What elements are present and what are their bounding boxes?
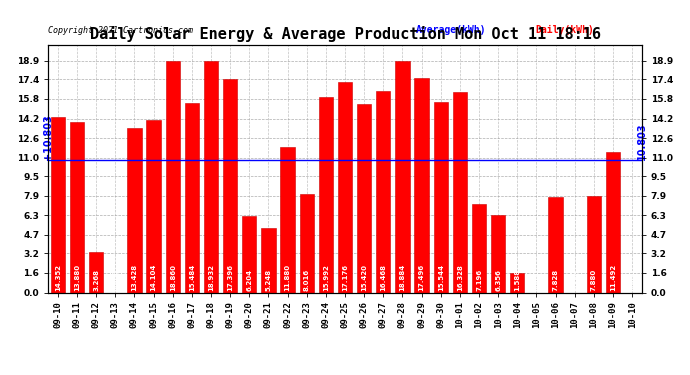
Bar [472,204,486,292]
Text: 18.860: 18.860 [170,264,176,291]
Bar [70,122,84,292]
Bar [606,152,620,292]
Text: 0.000: 0.000 [629,269,635,291]
Bar [299,194,314,292]
Bar [166,62,180,292]
Text: 1.588: 1.588 [514,269,520,291]
Text: 6.204: 6.204 [246,269,253,291]
Bar [185,103,199,292]
Title: Daily Solar Energy & Average Production Mon Oct 11 18:16: Daily Solar Energy & Average Production … [90,27,600,42]
Text: 11.880: 11.880 [284,264,290,291]
Text: 0.000: 0.000 [112,269,118,291]
Bar [204,60,218,292]
Bar [338,82,352,292]
Bar [357,104,371,292]
Bar [242,216,257,292]
Bar [395,61,410,292]
Text: 16.468: 16.468 [380,264,386,291]
Text: 0.000: 0.000 [572,269,578,291]
Bar [415,78,428,292]
Text: 0.000: 0.000 [533,269,540,291]
Bar [223,80,237,292]
Bar [510,273,524,292]
Bar [146,120,161,292]
Text: Average(kWh): Average(kWh) [416,25,486,35]
Text: 10.803: 10.803 [637,123,647,160]
Text: 7.828: 7.828 [553,269,559,291]
Text: 11.492: 11.492 [610,264,616,291]
Text: 18.932: 18.932 [208,264,214,291]
Text: 18.884: 18.884 [400,264,406,291]
Bar [491,214,505,292]
Text: 7.196: 7.196 [476,269,482,291]
Text: 6.356: 6.356 [495,269,501,291]
Text: 17.396: 17.396 [227,264,233,291]
Text: 14.352: 14.352 [55,264,61,291]
Text: 15.484: 15.484 [189,264,195,291]
Text: Copyright 2021 Cartronics.com: Copyright 2021 Cartronics.com [48,26,193,35]
Text: 15.420: 15.420 [361,264,367,291]
Text: +10.803: +10.803 [43,114,53,160]
Bar [280,147,295,292]
Text: 15.992: 15.992 [323,264,329,291]
Text: 7.880: 7.880 [591,269,597,291]
Text: 17.176: 17.176 [342,264,348,291]
Bar [89,252,104,292]
Bar [453,93,467,292]
Bar [549,196,563,292]
Bar [433,102,448,292]
Bar [376,91,391,292]
Text: 3.268: 3.268 [93,269,99,291]
Bar [262,228,275,292]
Text: 8.016: 8.016 [304,269,310,291]
Text: 13.428: 13.428 [131,264,137,291]
Bar [586,196,601,292]
Text: 16.328: 16.328 [457,264,463,291]
Bar [50,117,65,292]
Text: 5.248: 5.248 [266,269,271,291]
Text: 13.880: 13.880 [74,264,80,291]
Text: 14.104: 14.104 [150,264,157,291]
Bar [319,96,333,292]
Text: 17.496: 17.496 [419,264,424,291]
Text: Daily(kWh): Daily(kWh) [535,25,593,35]
Bar [127,128,141,292]
Text: 15.544: 15.544 [437,264,444,291]
